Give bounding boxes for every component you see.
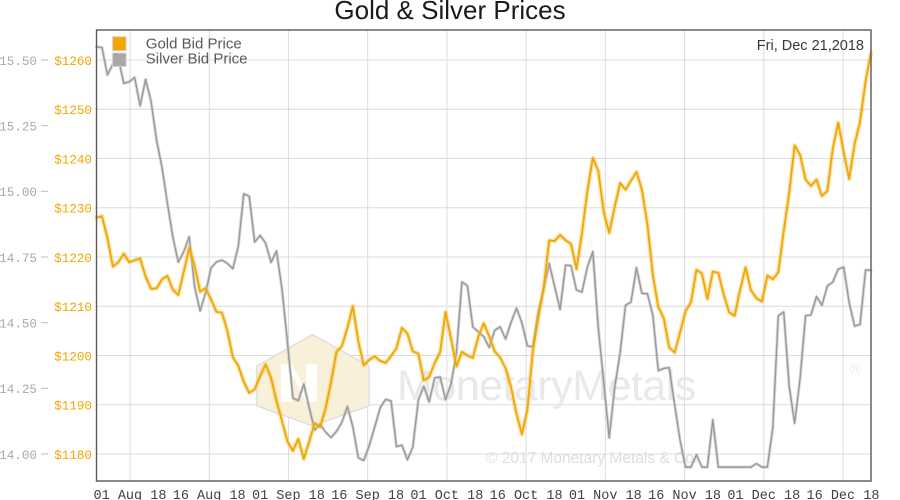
svg-text:Silver Bid Price: Silver Bid Price bbox=[146, 50, 248, 67]
svg-text:01 Nov 18: 01 Nov 18 bbox=[569, 489, 642, 500]
svg-text:$1210: $1210 bbox=[54, 301, 92, 315]
svg-text:16 Nov 18: 16 Nov 18 bbox=[648, 489, 721, 500]
svg-text:$1240: $1240 bbox=[54, 153, 92, 167]
svg-text:$1190: $1190 bbox=[54, 400, 92, 414]
svg-text:Fri, Dec 21,2018: Fri, Dec 21,2018 bbox=[757, 38, 864, 54]
svg-text:© 2017 Monetary Metals & Co.: © 2017 Monetary Metals & Co. bbox=[486, 450, 698, 467]
svg-text:$14.25: $14.25 bbox=[0, 383, 37, 397]
svg-text:01 Oct 18: 01 Oct 18 bbox=[410, 489, 483, 500]
svg-text:$15.25: $15.25 bbox=[0, 120, 37, 134]
svg-text:01 Aug 18: 01 Aug 18 bbox=[94, 489, 167, 500]
svg-text:$14.75: $14.75 bbox=[0, 252, 37, 266]
svg-text:$1260: $1260 bbox=[54, 55, 92, 69]
svg-text:16 Sep 18: 16 Sep 18 bbox=[331, 489, 404, 500]
svg-text:01 Dec 18: 01 Dec 18 bbox=[727, 489, 800, 500]
svg-text:$15.00: $15.00 bbox=[0, 186, 37, 200]
svg-text:16 Oct 18: 16 Oct 18 bbox=[490, 489, 563, 500]
svg-text:01 Sep 18: 01 Sep 18 bbox=[252, 489, 325, 500]
svg-text:$1250: $1250 bbox=[54, 104, 92, 118]
svg-text:16 Aug 18: 16 Aug 18 bbox=[173, 489, 246, 500]
svg-text:$14.50: $14.50 bbox=[0, 317, 37, 331]
svg-text:$1180: $1180 bbox=[54, 449, 92, 463]
svg-text:$1220: $1220 bbox=[54, 252, 92, 266]
svg-text:$1230: $1230 bbox=[54, 203, 92, 217]
svg-text:$15.50: $15.50 bbox=[0, 55, 37, 69]
svg-text:$14.00: $14.00 bbox=[0, 449, 37, 463]
svg-text:$1200: $1200 bbox=[54, 350, 92, 364]
svg-text:16 Dec 18: 16 Dec 18 bbox=[807, 489, 880, 500]
svg-text:®: ® bbox=[850, 361, 861, 378]
